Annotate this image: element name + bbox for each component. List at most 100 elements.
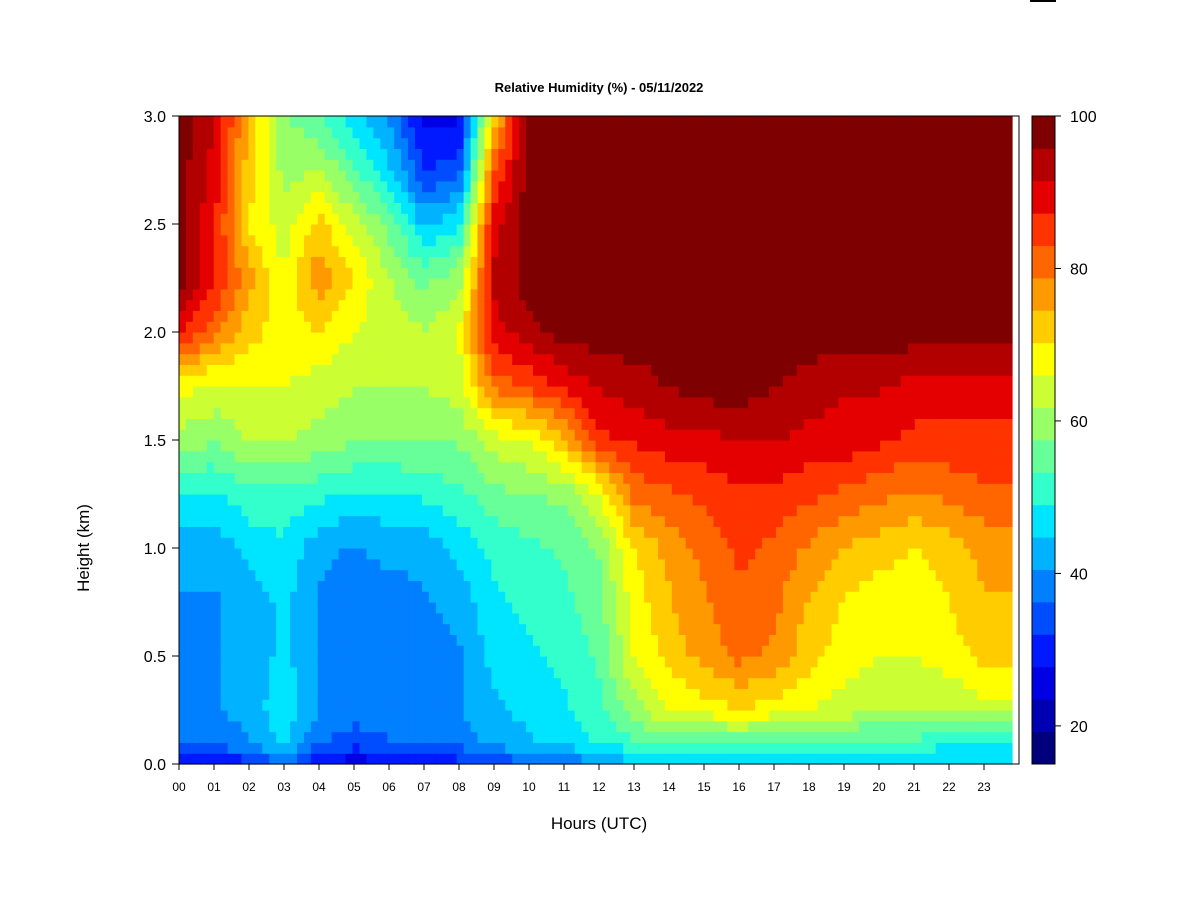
- heatmap-cell: [255, 126, 263, 139]
- heatmap-cell: [408, 731, 416, 743]
- heatmap-cell: [276, 569, 284, 581]
- heatmap-cell: [713, 375, 722, 387]
- heatmap-cell: [664, 191, 673, 203]
- heatmap-cell: [581, 526, 590, 538]
- heatmap-cell: [539, 407, 548, 419]
- heatmap-cell: [741, 504, 749, 517]
- heatmap-cell: [553, 602, 562, 614]
- heatmap-cell: [470, 180, 479, 193]
- heatmap-cell: [442, 440, 451, 452]
- heatmap-cell: [512, 224, 520, 236]
- heatmap-cell: [241, 353, 250, 365]
- heatmap-cell: [359, 396, 368, 409]
- heatmap-cell: [671, 569, 680, 581]
- heatmap-cell: [630, 731, 638, 743]
- heatmap-cell: [526, 170, 534, 182]
- heatmap-cell: [373, 288, 381, 301]
- heatmap-cell: [602, 137, 610, 149]
- heatmap-cell: [588, 418, 597, 430]
- heatmap-cell: [338, 677, 347, 689]
- heatmap-cell: [706, 159, 715, 171]
- heatmap-cell: [463, 623, 472, 635]
- heatmap-cell: [428, 126, 437, 139]
- heatmap-cell: [317, 612, 326, 625]
- heatmap-cell: [338, 710, 347, 722]
- heatmap-cell: [491, 645, 499, 657]
- heatmap-cell: [553, 418, 562, 430]
- heatmap-cell: [248, 278, 256, 290]
- heatmap-cell: [248, 288, 256, 301]
- heatmap-cell: [657, 526, 666, 538]
- heatmap-cell: [706, 137, 715, 149]
- heatmap-cell: [220, 753, 229, 765]
- heatmap-cell: [657, 418, 666, 430]
- heatmap-cell: [373, 245, 381, 257]
- heatmap-cell: [290, 407, 298, 419]
- heatmap-cell: [539, 591, 548, 603]
- heatmap-cell: [727, 504, 735, 517]
- heatmap-cell: [539, 440, 548, 452]
- heatmap-cell: [185, 278, 194, 290]
- heatmap-cell: [581, 299, 590, 311]
- heatmap-cell: [505, 461, 513, 473]
- heatmap-cell: [185, 299, 194, 311]
- heatmap-cell: [179, 256, 187, 268]
- heatmap-cell: [678, 504, 687, 517]
- heatmap-cell: [276, 483, 284, 495]
- heatmap-cell: [678, 299, 687, 311]
- heatmap-cell: [408, 720, 416, 733]
- heatmap-cell: [512, 742, 520, 754]
- heatmap-cell: [199, 342, 208, 355]
- heatmap-cell: [199, 623, 208, 635]
- heatmap-cell: [609, 634, 617, 646]
- heatmap-cell: [553, 731, 562, 743]
- heatmap-cell: [199, 483, 208, 495]
- heatmap-cell: [324, 224, 333, 236]
- heatmap-cell: [248, 213, 256, 225]
- heatmap-cell: [637, 612, 645, 625]
- heatmap-cell: [297, 677, 305, 689]
- heatmap-cell: [553, 504, 562, 517]
- heatmap-cell: [546, 386, 555, 398]
- heatmap-cell: [234, 310, 243, 322]
- heatmap-cell: [574, 191, 583, 203]
- heatmap-cell: [588, 191, 597, 203]
- heatmap-cell: [470, 580, 479, 592]
- heatmap-cell: [421, 450, 430, 463]
- heatmap-cell: [533, 256, 541, 268]
- heatmap-cell: [574, 245, 583, 257]
- heatmap-cell: [560, 224, 569, 236]
- heatmap-cell: [324, 256, 333, 268]
- heatmap-cell: [317, 234, 326, 247]
- heatmap-cell: [449, 656, 458, 668]
- heatmap-cell: [533, 634, 541, 646]
- heatmap-cell: [199, 504, 208, 517]
- heatmap-cell: [713, 386, 722, 398]
- heatmap-cell: [408, 666, 416, 679]
- heatmap-cell: [699, 483, 708, 495]
- heatmap-cell: [470, 710, 479, 722]
- heatmap-cell: [533, 299, 541, 311]
- heatmap-cell: [630, 494, 638, 506]
- heatmap-cell: [366, 299, 374, 311]
- heatmap-cell: [317, 278, 326, 290]
- heatmap-cell: [310, 742, 319, 754]
- heatmap-cell: [428, 483, 437, 495]
- heatmap-cell: [678, 450, 687, 463]
- heatmap-cell: [220, 364, 229, 376]
- heatmap-cell: [269, 396, 277, 409]
- heatmap-cell: [470, 321, 479, 333]
- heatmap-cell: [199, 278, 208, 290]
- heatmap-cell: [310, 656, 319, 668]
- heatmap-cell: [428, 224, 437, 236]
- heatmap-cell: [644, 342, 652, 355]
- heatmap-cell: [213, 699, 222, 711]
- heatmap-cell: [505, 407, 513, 419]
- heatmap-cell: [366, 558, 374, 571]
- heatmap-cell: [470, 256, 479, 268]
- heatmap-cell: [526, 180, 534, 193]
- heatmap-cell: [331, 710, 340, 722]
- heatmap-cell: [651, 396, 659, 409]
- heatmap-cell: [651, 753, 659, 765]
- heatmap-cell: [671, 602, 680, 614]
